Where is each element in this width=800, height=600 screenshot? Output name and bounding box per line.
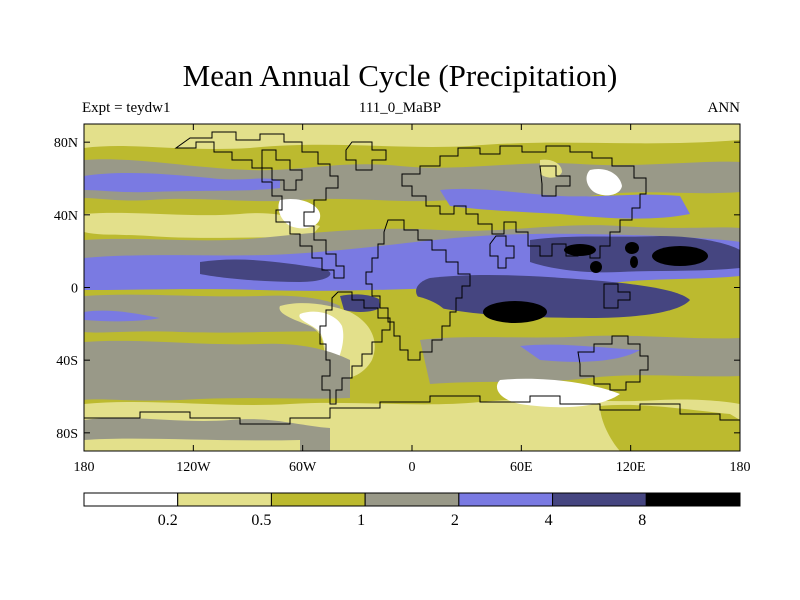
- x-tick-label: 60W: [289, 460, 317, 475]
- greenland-outline: [345, 141, 387, 171]
- colorbar-label: 1: [357, 512, 365, 529]
- y-tick-label: 80S: [56, 427, 78, 442]
- colorbar-swatch: [645, 492, 741, 507]
- x-tick-label: 180: [730, 460, 751, 475]
- x-tick-label: 120E: [616, 460, 646, 475]
- x-tick-label: 120W: [176, 460, 211, 475]
- africa-outline: [365, 219, 471, 361]
- colorbar-label: 4: [545, 512, 553, 529]
- y-axis: 80N 40N 0 40S 80S: [54, 136, 740, 442]
- colorbar-swatch: [177, 492, 272, 507]
- x-axis: 180 120W 60W 0 60E 120E 180: [74, 124, 751, 475]
- y-tick-label: 80N: [54, 136, 78, 151]
- india-outline: [489, 235, 515, 269]
- eurasia-outline: [401, 145, 647, 259]
- eurasia-storm-track: [440, 188, 690, 219]
- sh-pacific-periwinkle: [84, 310, 160, 322]
- sh-tropical-gray: [84, 294, 340, 333]
- continent-outlines: [84, 131, 740, 425]
- max-precip-asia-a: [564, 244, 596, 256]
- tropical-pacific-navy: [200, 259, 331, 282]
- x-tick-label: 180: [74, 460, 95, 475]
- colorbar-label: 8: [638, 512, 646, 529]
- max-precip-asia-c: [625, 242, 639, 254]
- maritime-continent-outline: [603, 283, 631, 309]
- x-tick-label: 0: [409, 460, 416, 475]
- nh-subtropical-dry: [84, 212, 320, 238]
- chart-title: Mean Annual Cycle (Precipitation): [182, 58, 618, 93]
- nh-desert-white-b: [586, 168, 622, 196]
- subpolar-gray-band: [84, 159, 740, 202]
- period-label: 111_0_MaBP: [358, 100, 442, 116]
- map-field: [84, 124, 740, 451]
- sh-midlat-gray-west: [84, 340, 350, 401]
- colorbar-swatch: [83, 492, 179, 507]
- max-precip-asia-d: [630, 256, 638, 268]
- colorbar: 0.2 0.5 1 2 4 8: [83, 492, 741, 529]
- experiment-label: Expt = teydw1: [82, 100, 171, 116]
- antarctic-olive-east: [600, 404, 740, 451]
- max-precip-indian: [483, 301, 547, 323]
- colorbar-swatch: [458, 492, 554, 507]
- tropical-indian-navy: [416, 274, 690, 318]
- colorbar-swatch: [552, 492, 647, 507]
- hudson-bay-outline: [261, 149, 303, 191]
- antarctic-pale-edge: [84, 438, 300, 451]
- south-america-outline: [319, 291, 391, 405]
- x-tick-label: 60E: [510, 460, 533, 475]
- inland-basin-outline: [539, 165, 571, 197]
- y-tick-label: 0: [71, 282, 78, 297]
- north-america-outline: [174, 131, 345, 279]
- y-tick-label: 40N: [54, 209, 78, 224]
- antarctic-white-patch: [496, 378, 620, 408]
- antarctica-outline: [84, 395, 740, 425]
- sh-periwinkle-patch: [520, 344, 640, 362]
- australia-outline: [577, 335, 649, 391]
- max-precip-asia-b: [590, 261, 602, 273]
- colorbar-label: 0.2: [158, 512, 178, 529]
- colorbar-label: 2: [451, 512, 459, 529]
- y-tick-label: 40S: [56, 354, 78, 369]
- colorbar-swatch: [270, 492, 366, 507]
- season-label: ANN: [707, 100, 741, 116]
- pacific-storm-track: [84, 172, 280, 193]
- colorbar-label: 0.5: [251, 512, 271, 529]
- nh-desert-white-a: [278, 198, 321, 229]
- africa-olive: [379, 294, 450, 330]
- arctic-pale-patch: [420, 126, 700, 139]
- colorbar-swatch: [364, 492, 460, 507]
- max-precip-pacific: [652, 246, 708, 266]
